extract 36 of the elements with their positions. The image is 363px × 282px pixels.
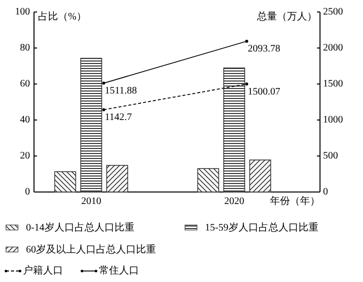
bar: [106, 164, 128, 192]
data-label: 2093.78: [248, 44, 280, 55]
bar: [80, 58, 102, 192]
bar: [223, 68, 246, 192]
bar: [249, 160, 272, 192]
x-axis-title: 年份（年）: [270, 195, 320, 207]
legend-label: 15-59岁人口占总人口比重: [205, 221, 318, 234]
point: [102, 82, 106, 85]
x-tick-label: 2020: [224, 196, 244, 207]
point: [245, 82, 248, 86]
y-tick-label: 20: [20, 150, 30, 162]
y2-tick-label: 2000: [323, 42, 343, 54]
data-label: 1142.7: [104, 112, 132, 124]
y2-tick-label: 1500: [323, 78, 343, 90]
bar: [54, 171, 76, 192]
y-tick-label: 60: [20, 78, 30, 90]
y-axis-title: 占比（%）: [38, 10, 86, 22]
y2-tick-label: 500: [323, 150, 338, 162]
point: [102, 108, 106, 112]
y-tick-label: 100: [15, 6, 30, 18]
bar: [197, 168, 220, 192]
y-tick-label: 80: [20, 42, 30, 54]
y2-axis-title: 总量（万人）: [256, 10, 317, 22]
point: [245, 40, 248, 43]
y2-tick-label: 1000: [323, 114, 343, 126]
legend-label: 户籍人口: [23, 264, 63, 276]
y2-tick-label: 2500: [323, 6, 343, 18]
legend-label: 0-14岁人口占总人口比重: [26, 221, 134, 234]
legend-label: 60岁及以上人口占总人口比重: [26, 243, 156, 256]
y2-tick-label: 0: [323, 186, 328, 198]
legend-label: 常住人口: [99, 264, 139, 276]
data-label: 1500.07: [248, 86, 280, 98]
y-tick-label: 40: [20, 114, 30, 126]
data-label: 1511.88: [104, 85, 137, 96]
x-tick-label: 2010: [81, 196, 102, 207]
y-tick-label: 0: [25, 186, 30, 198]
